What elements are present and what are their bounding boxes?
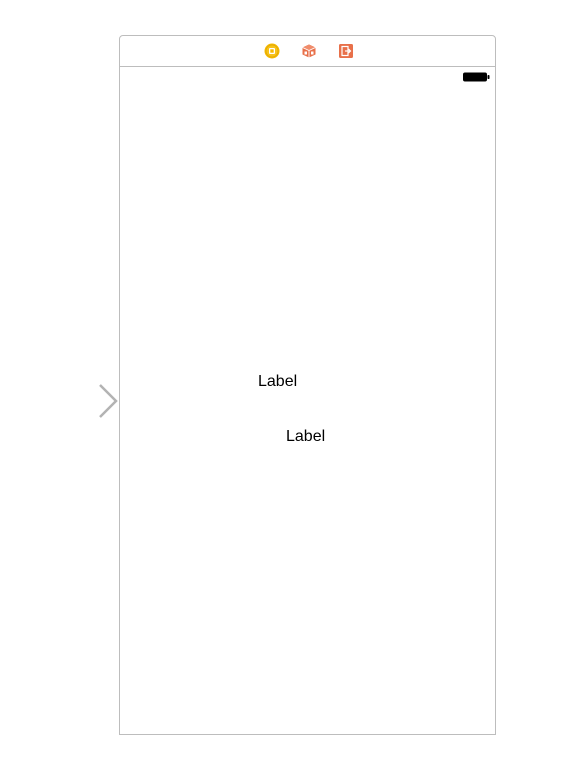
exit-icon[interactable]: [338, 43, 354, 59]
storyboard-entry-point-arrow[interactable]: [18, 382, 120, 420]
root-view[interactable]: Label Label: [120, 67, 495, 734]
label-2[interactable]: Label: [286, 428, 326, 445]
first-responder-icon[interactable]: [301, 43, 317, 59]
label-1[interactable]: Label: [258, 373, 298, 390]
view-controller-icon[interactable]: [264, 43, 280, 59]
view-controller-scene[interactable]: Label Label: [119, 35, 496, 735]
scene-dock: [120, 36, 495, 67]
battery-icon: [463, 72, 490, 82]
